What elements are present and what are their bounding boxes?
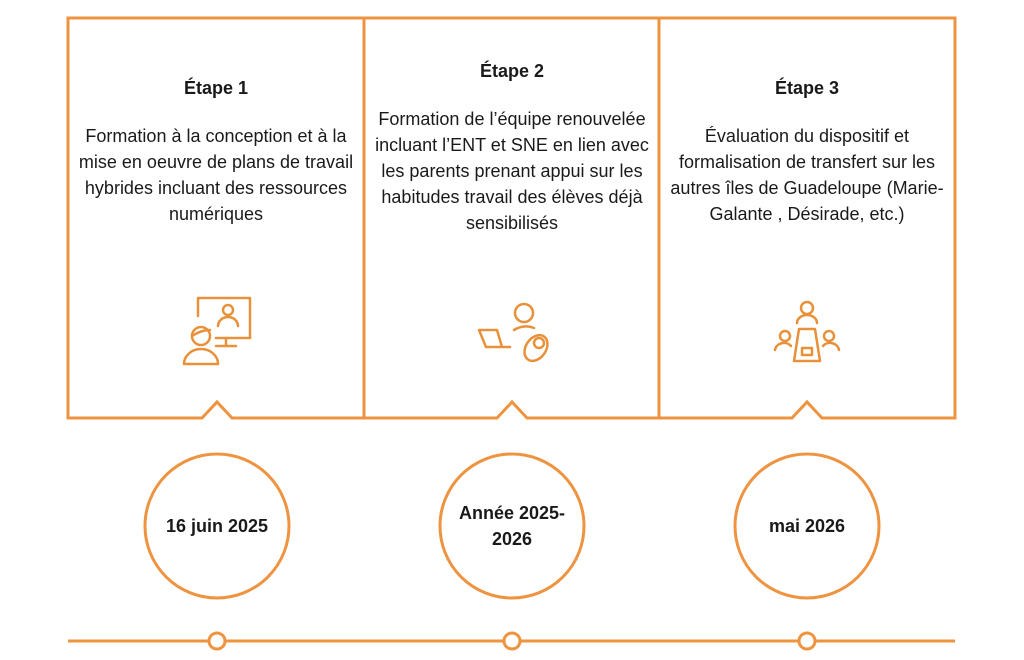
timeline-node-1 [207, 631, 227, 651]
step-description: Formation à la conception et à la mise e… [78, 126, 354, 224]
meeting-table-icon [773, 300, 841, 363]
timeline-node-2 [502, 631, 522, 651]
date-circle-3 [733, 452, 881, 600]
step-title: Étape 3 [774, 78, 840, 98]
step-2: Étape 2 Formation de l’équipe renouvelée… [372, 61, 652, 236]
timeline-node-3 [797, 631, 817, 651]
step-1: Étape 1 Formation à la conception et à l… [76, 78, 356, 227]
date-circle-2 [438, 452, 586, 600]
teacher-screen-icon [182, 296, 252, 366]
step-title: Étape 2 [479, 61, 545, 81]
date-label-2: Année 2025-2026 [458, 503, 566, 549]
date-label-3: mai 2026 [768, 516, 846, 536]
step-description: Formation de l’équipe renouvelée incluan… [375, 109, 649, 233]
parent-baby-laptop-icon [477, 302, 549, 363]
step-title: Étape 1 [183, 78, 249, 98]
date-circle-1 [143, 452, 291, 600]
date-label-1: 16 juin 2025 [165, 516, 269, 536]
step-3: Étape 3 Évaluation du dispositif et form… [667, 78, 947, 227]
step-description: Évaluation du dispositif et formalisatio… [670, 126, 944, 224]
